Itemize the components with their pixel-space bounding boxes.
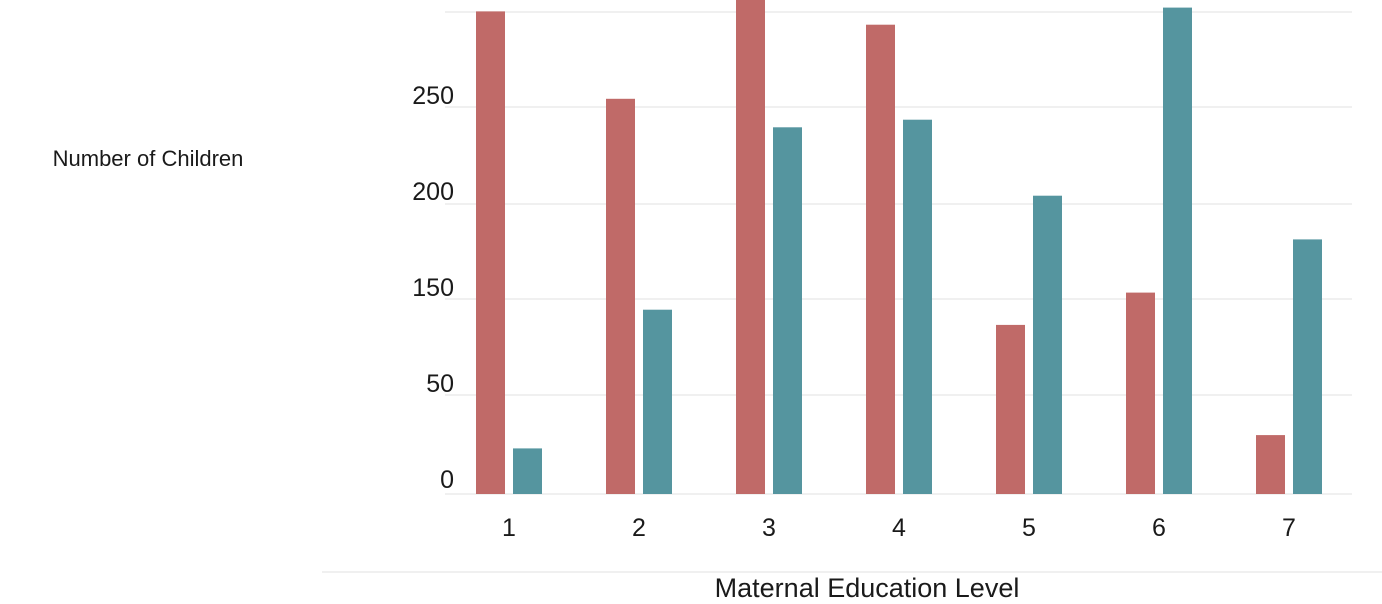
x-tick-label: 6 — [1152, 514, 1166, 542]
x-tick-label: 2 — [632, 514, 646, 542]
x-axis-ticks: 1 2 3 4 5 6 7 — [502, 514, 1296, 542]
bar-series-2-cat-6 — [1163, 7, 1192, 494]
x-axis-title: Maternal Education Level — [715, 573, 1020, 603]
y-tick-label: 250 — [412, 82, 454, 110]
y-tick-label: 50 — [426, 370, 454, 398]
x-tick-label: 5 — [1022, 514, 1036, 542]
bar-series-1-cat-4 — [866, 24, 895, 494]
x-tick-label: 4 — [892, 514, 906, 542]
y-tick-label: 150 — [412, 274, 454, 302]
y-axis-ticks: 0 50 150 200 250 — [412, 82, 454, 494]
bar-series-2-cat-2 — [643, 309, 672, 494]
y-tick-label: 0 — [440, 466, 454, 494]
y-tick-label: 200 — [412, 178, 454, 206]
gridlines — [322, 11, 1382, 573]
bar-series-1-cat-6 — [1126, 292, 1155, 494]
bar-series-2-cat-1 — [513, 448, 542, 494]
bar-series-1-cat-7 — [1256, 435, 1285, 494]
y-axis-title: Number of Children — [53, 146, 244, 171]
bars — [476, 0, 1322, 495]
bar-series-1-cat-3 — [736, 0, 765, 495]
bar-series-2-cat-5 — [1033, 195, 1062, 494]
x-tick-label: 1 — [502, 514, 516, 542]
bar-series-1-cat-2 — [606, 98, 635, 495]
x-tick-label: 3 — [762, 514, 776, 542]
bar-series-2-cat-7 — [1293, 239, 1322, 494]
bar-series-2-cat-3 — [773, 127, 802, 495]
x-tick-label: 7 — [1282, 514, 1296, 542]
bar-series-1-cat-1 — [476, 11, 505, 495]
bar-series-1-cat-5 — [996, 324, 1025, 494]
bar-series-2-cat-4 — [903, 119, 932, 494]
